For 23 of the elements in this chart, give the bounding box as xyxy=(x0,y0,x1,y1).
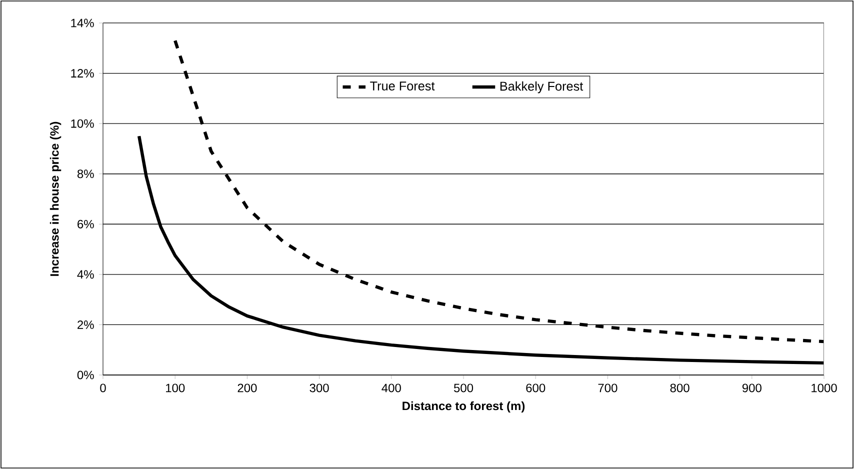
x-tick-label: 700 xyxy=(598,384,618,392)
y-tick-label: 0% xyxy=(77,370,94,380)
x-tick-label: 400 xyxy=(382,384,401,392)
y-tick-label: 14% xyxy=(71,18,94,28)
x-tick-label: 900 xyxy=(742,384,762,392)
x-tick-label: 600 xyxy=(526,384,546,392)
y-axis-title: Increase in house price (%) xyxy=(50,122,62,276)
legend-label: True Forest xyxy=(370,82,435,90)
x-tick-label: 300 xyxy=(310,384,329,392)
x-tick-label: 100 xyxy=(166,384,185,392)
x-tick-label: 200 xyxy=(238,384,257,392)
y-tick-label: 2% xyxy=(78,320,94,329)
x-tick-label: 0 xyxy=(100,384,106,392)
x-axis-title: Distance to forest (m) xyxy=(402,401,525,413)
y-tick-label: 4% xyxy=(77,270,94,279)
y-tick-label: 12% xyxy=(71,69,94,78)
x-tick-label: 500 xyxy=(454,384,474,392)
y-tick-label: 10% xyxy=(71,119,94,128)
legend-label: Bakkely Forest xyxy=(500,81,584,94)
x-tick-label: 1000 xyxy=(812,384,837,392)
y-tick-label: 8% xyxy=(77,170,94,178)
x-tick-label: 800 xyxy=(670,384,690,392)
y-tick-label: 6% xyxy=(78,220,94,228)
